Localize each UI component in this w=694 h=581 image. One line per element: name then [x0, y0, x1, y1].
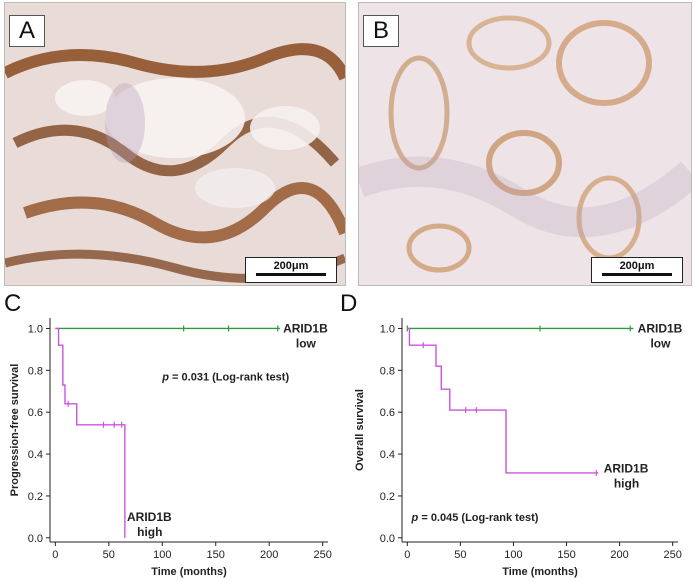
x-tick-label: 150	[557, 549, 575, 561]
y-tick-label: 0.2	[28, 491, 43, 503]
histology-image-a: A 200μm	[4, 2, 346, 286]
x-tick-label: 250	[664, 549, 682, 561]
series-label: high	[614, 477, 639, 491]
x-axis-label: Time (months)	[502, 566, 578, 578]
y-tick-label: 1.0	[28, 323, 43, 335]
scale-bar-label-b: 200μm	[619, 260, 655, 272]
series-label: ARID1B	[127, 510, 172, 524]
histology-image-b: B 200μm	[358, 2, 692, 286]
panel-label-b: B	[363, 15, 399, 47]
series-line-high	[55, 327, 126, 538]
histology-texture-b	[359, 3, 691, 285]
x-tick-label: 200	[610, 549, 628, 561]
y-tick-label: 0.4	[380, 449, 395, 461]
y-axis-label: Overall survival	[354, 389, 366, 471]
panel-label-c: C	[4, 290, 22, 317]
series-label: high	[137, 525, 162, 539]
x-tick-label: 50	[103, 549, 115, 561]
x-tick-label: 50	[454, 549, 466, 561]
p-value-annotation: p = 0.031 (Log-rank test)	[161, 372, 289, 384]
y-tick-label: 1.0	[380, 323, 395, 335]
scale-bar-b: 200μm	[591, 257, 683, 283]
x-tick-label: 150	[207, 549, 225, 561]
scale-bar-a: 200μm	[245, 257, 337, 283]
y-axis-label: Progression-free survival	[9, 364, 21, 497]
y-tick-label: 0.0	[380, 533, 395, 545]
histology-texture-a	[5, 3, 345, 285]
panel-label-a: A	[9, 15, 45, 47]
series-label: low	[650, 336, 671, 350]
series-label: ARID1B	[283, 321, 328, 335]
x-tick-label: 250	[313, 549, 331, 561]
y-tick-label: 0.6	[380, 407, 395, 419]
x-tick-label: 100	[153, 549, 171, 561]
series-label: ARID1B	[638, 321, 683, 335]
y-tick-label: 0.4	[28, 449, 43, 461]
survival-chart-c: 0.0 0.2 0.4 0.6 0.8 1.0 0 50 100 150 200 250 Time (m…	[9, 318, 332, 578]
p-value-annotation: p = 0.045 (Log-rank test)	[411, 512, 539, 524]
y-tick-label: 0.0	[28, 533, 43, 545]
scale-bar-label-a: 200μm	[273, 260, 309, 272]
y-tick-label: 0.8	[380, 365, 395, 377]
x-axis-label: Time (months)	[151, 566, 227, 578]
series-label: low	[296, 336, 317, 350]
x-tick-label: 200	[260, 549, 278, 561]
y-tick-label: 0.6	[28, 407, 43, 419]
x-tick-label: 100	[504, 549, 522, 561]
survival-chart-d: 0.0 0.2 0.4 0.6 0.8 1.0 0 50 100 150 200 250 Time (m…	[354, 318, 683, 578]
series-line-high	[407, 327, 599, 474]
y-tick-label: 0.8	[28, 365, 43, 377]
series-label: ARID1B	[604, 462, 649, 476]
y-tick-label: 0.2	[380, 491, 395, 503]
x-tick-label: 0	[52, 549, 58, 561]
panel-label-d: D	[340, 290, 358, 317]
x-tick-label: 0	[404, 549, 410, 561]
